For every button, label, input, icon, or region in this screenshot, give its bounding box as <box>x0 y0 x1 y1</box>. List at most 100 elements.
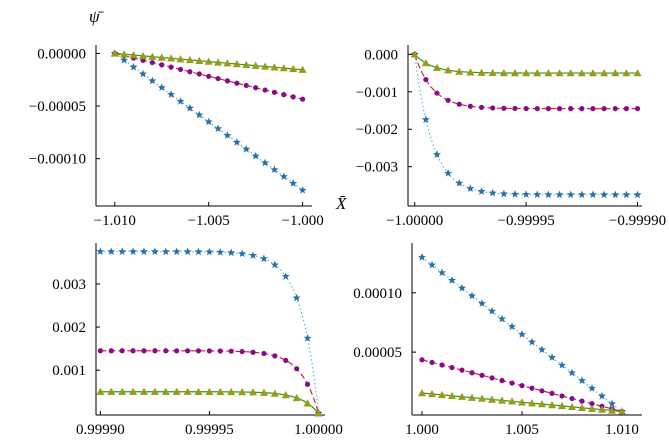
data-point-star <box>279 172 288 180</box>
data-point-triangle <box>270 389 279 397</box>
data-point-star <box>281 272 290 280</box>
data-point-triangle <box>138 51 147 60</box>
data-point-triangle <box>223 59 232 67</box>
data-point-star <box>148 76 157 85</box>
data-point-star <box>608 399 616 408</box>
series-olive-triangles <box>96 387 323 417</box>
data-point-triangle <box>566 69 575 77</box>
data-point-star <box>432 150 441 158</box>
data-point-triangle <box>96 387 105 395</box>
series-purple-circles <box>97 348 322 416</box>
data-point-triangle <box>588 69 597 77</box>
data-point-triangle <box>129 387 138 395</box>
data-point-triangle <box>577 69 586 77</box>
y-tick-label: 0.00000 <box>37 46 86 62</box>
data-point-circle <box>159 62 165 68</box>
data-point-star <box>214 124 223 133</box>
data-point-circle <box>579 106 585 112</box>
data-point-star <box>107 247 116 256</box>
data-point-star <box>242 144 251 153</box>
data-point-star <box>528 337 536 346</box>
data-point-star <box>270 260 279 269</box>
x-tick-label: −1.005 <box>188 213 230 229</box>
data-point-star <box>611 190 620 199</box>
data-point-circle <box>228 348 234 354</box>
data-point-circle <box>512 105 518 112</box>
data-point-triangle <box>129 51 138 59</box>
data-point-circle <box>196 71 202 77</box>
x-tick-label: −1.010 <box>94 213 136 229</box>
data-point-star <box>303 333 312 342</box>
data-point-circle <box>539 388 545 394</box>
data-point-star <box>544 190 553 199</box>
data-point-star <box>289 179 298 187</box>
data-point-star <box>600 190 609 199</box>
data-point-circle <box>168 64 174 70</box>
data-point-circle <box>174 348 180 354</box>
data-point-triangle <box>194 387 203 395</box>
data-point-circle <box>509 380 515 386</box>
y-tick-label: −0.001 <box>356 85 398 101</box>
data-point-triangle <box>205 387 214 395</box>
data-point-circle <box>234 80 240 86</box>
data-point-triangle <box>538 400 546 408</box>
data-point-star <box>568 368 576 377</box>
data-point-triangle <box>558 401 566 410</box>
data-point-circle <box>141 348 147 354</box>
data-point-star <box>118 247 127 256</box>
data-point-circle <box>243 82 249 89</box>
data-point-circle <box>262 87 268 93</box>
x-tick-label: −1.000 <box>281 213 323 229</box>
data-point-triangle <box>455 67 464 75</box>
data-point-star <box>176 97 185 105</box>
data-point-triangle <box>598 405 606 413</box>
panel-bottom-left: 0.99990 0.99995 1.00000 0.001 0.002 0.003 <box>52 243 343 438</box>
x-tick-label: −1.00000 <box>386 213 443 229</box>
data-point-circle <box>549 390 555 396</box>
data-point-circle <box>304 381 311 387</box>
data-point-circle <box>523 105 529 112</box>
data-point-triangle <box>421 59 430 67</box>
data-point-circle <box>545 106 552 112</box>
data-point-star <box>172 247 181 256</box>
data-point-star <box>298 186 307 194</box>
data-point-triangle <box>110 49 119 57</box>
series-olive-triangles <box>418 389 626 415</box>
data-point-star <box>577 190 586 199</box>
data-point-triangle <box>611 69 620 77</box>
x-tick-label: −0.99990 <box>609 213 666 229</box>
data-point-circle <box>634 106 641 112</box>
data-point-circle <box>459 367 465 373</box>
data-point-circle <box>187 69 193 75</box>
data-point-star <box>498 314 506 323</box>
data-point-star <box>138 69 147 78</box>
data-point-circle <box>449 364 455 371</box>
data-point-star <box>232 138 241 146</box>
data-point-circle <box>272 353 278 359</box>
data-point-circle <box>469 370 475 376</box>
data-point-triangle <box>120 50 129 58</box>
data-point-star <box>633 190 642 199</box>
data-point-star <box>421 115 430 124</box>
data-point-triangle <box>600 69 609 77</box>
data-point-circle <box>499 377 505 384</box>
y-tick-label: 0.001 <box>52 363 86 379</box>
data-point-triangle <box>214 58 223 66</box>
series-purple-circles <box>419 357 625 415</box>
x-tick-label: 1.000 <box>405 422 439 438</box>
x-tick-label: 0.99995 <box>185 422 234 438</box>
data-point-star <box>598 391 606 400</box>
data-point-triangle <box>242 60 251 69</box>
data-point-triangle <box>161 387 170 395</box>
data-point-triangle <box>216 387 225 395</box>
data-point-circle <box>97 348 103 354</box>
panel-top-right: −1.00000 −0.99995 −0.99990 0.000 −0.001 −0.00… <box>356 45 666 229</box>
data-point-triangle <box>270 63 279 71</box>
data-point-star <box>622 190 631 199</box>
data-point-circle <box>250 349 256 355</box>
data-point-triangle <box>227 387 236 396</box>
data-point-triangle <box>148 52 157 60</box>
data-point-star <box>157 83 166 92</box>
data-point-circle <box>434 90 440 96</box>
